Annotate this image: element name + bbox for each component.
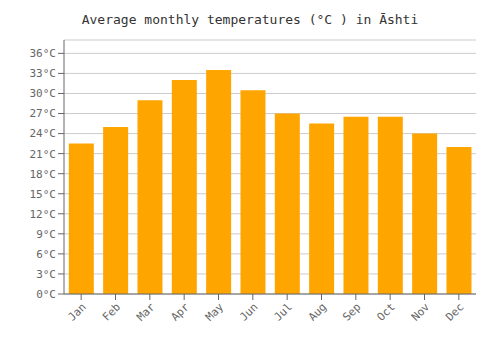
svg-text:12°C: 12°C	[30, 208, 57, 221]
svg-text:36°C: 36°C	[30, 47, 57, 60]
svg-text:Jun: Jun	[237, 300, 260, 323]
svg-text:33°C: 33°C	[30, 67, 57, 80]
svg-text:24°C: 24°C	[30, 127, 57, 140]
svg-text:Oct: Oct	[375, 300, 398, 323]
svg-text:21°C: 21°C	[30, 148, 57, 161]
svg-text:Jan: Jan	[66, 300, 89, 323]
svg-text:Feb: Feb	[100, 300, 123, 323]
svg-text:0°C: 0°C	[36, 288, 56, 301]
svg-text:9°C: 9°C	[36, 228, 56, 241]
svg-text:3°C: 3°C	[36, 268, 56, 281]
svg-text:May: May	[203, 300, 227, 324]
svg-text:Jul: Jul	[272, 300, 295, 323]
svg-text:Dec: Dec	[443, 300, 466, 323]
svg-text:Nov: Nov	[409, 300, 433, 324]
svg-text:18°C: 18°C	[30, 168, 57, 181]
svg-text:Mar: Mar	[134, 300, 158, 324]
svg-text:Apr: Apr	[169, 300, 193, 324]
svg-text:15°C: 15°C	[30, 188, 57, 201]
svg-text:30°C: 30°C	[30, 87, 57, 100]
svg-text:6°C: 6°C	[36, 248, 56, 261]
svg-text:Aug: Aug	[306, 300, 329, 323]
html-text:Average monthly temperatures (: Average monthly temperatures (°C ) in Ās…	[81, 12, 419, 27]
svg-text:Sep: Sep	[340, 300, 363, 323]
svg-text:27°C: 27°C	[30, 107, 57, 120]
